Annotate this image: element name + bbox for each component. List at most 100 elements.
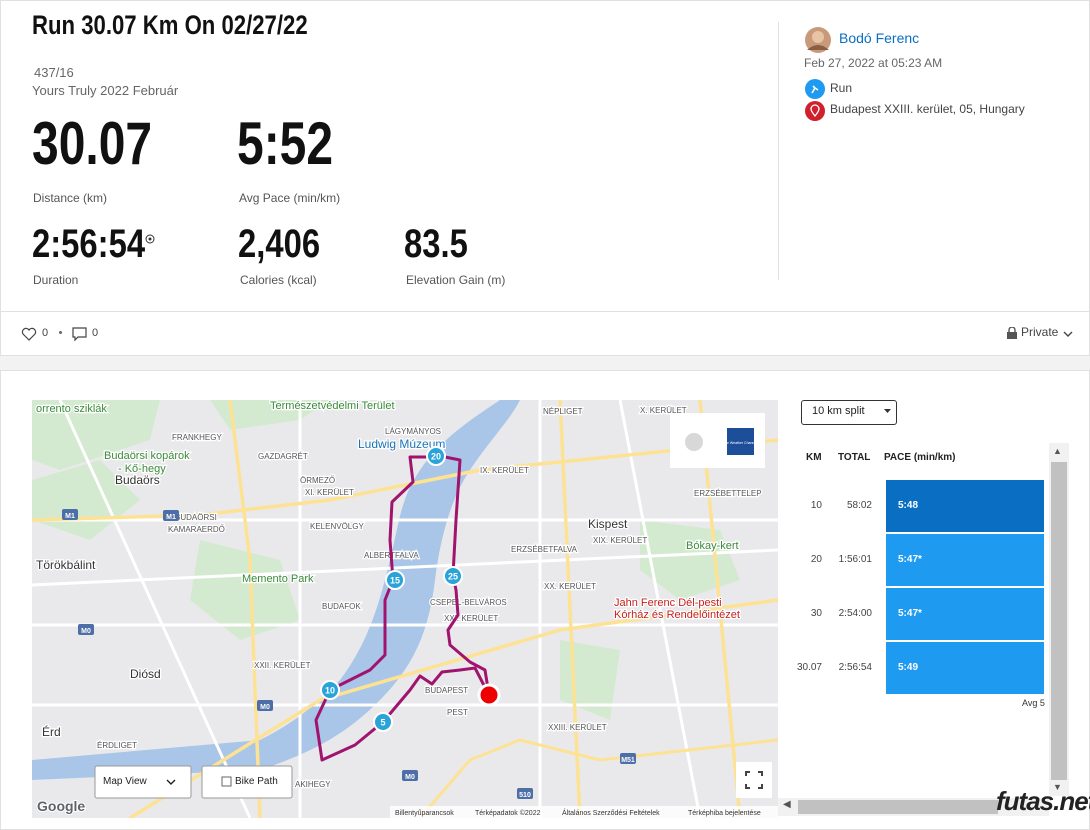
map-label: X. KERÜLET — [640, 406, 687, 415]
google-logo: Google — [37, 798, 85, 814]
map-label: Budaörs — [115, 473, 160, 487]
split-km: 30.07 — [796, 662, 822, 673]
bike-path-label: Bike Path — [235, 776, 278, 787]
split-pace: 5:47* — [898, 608, 922, 619]
map-label: XX. KERÜLET — [544, 582, 596, 591]
road-shield — [402, 770, 418, 781]
split-selector-label: 10 km split — [812, 405, 865, 417]
split-total: 2:54:00 — [838, 608, 872, 619]
split-selector[interactable] — [801, 400, 897, 425]
split-total: 1:56:01 — [838, 554, 872, 565]
route-id: 437/16 — [34, 65, 74, 80]
avatar[interactable] — [804, 26, 832, 54]
map-footer — [390, 806, 778, 818]
like-icon[interactable] — [21, 326, 37, 342]
map-label: XI. KERÜLET — [305, 488, 354, 497]
stat-value: 83.5 — [404, 222, 468, 266]
fullscreen-icon — [745, 771, 763, 789]
road-shield-label: M0 — [405, 774, 415, 781]
split-bar: 5:49 — [886, 642, 1044, 694]
map-label: KAMARAERDŐ — [168, 525, 225, 534]
split-km: 30 — [810, 608, 822, 619]
scroll-thumb[interactable] — [1051, 462, 1067, 780]
split-bar: 5:47* — [886, 588, 1044, 640]
split-marker — [373, 712, 393, 732]
weather-logo — [727, 428, 754, 455]
scroll-left[interactable]: ◀ — [783, 799, 791, 810]
split-marker — [320, 680, 340, 700]
map-label: ÉRDLIGET — [97, 741, 137, 750]
lock-icon — [1007, 327, 1017, 339]
map-footer-link: Billentyűparancsok — [395, 810, 454, 817]
caret — [884, 409, 891, 413]
run-icon — [805, 79, 825, 99]
stat-label: Avg Pace (min/km) — [239, 191, 341, 205]
map-label: XIX. KERÜLET — [593, 536, 647, 545]
map-label: Bókay-kert — [686, 540, 739, 552]
like-count: 0 — [42, 327, 49, 339]
bike-path-checkbox — [221, 776, 232, 787]
stat-value: 5:52 — [237, 110, 334, 177]
activity: Run — [830, 81, 853, 95]
split-marker — [385, 570, 405, 590]
title: Run 30.07 Km On 02/27/22 — [32, 10, 308, 40]
map-label: XXIII. KERÜLET — [548, 723, 607, 732]
location-icon — [805, 101, 825, 121]
fullscreen-button[interactable] — [736, 762, 772, 798]
road-shield-label: M0 — [260, 704, 270, 711]
privacy[interactable]: Private — [1021, 325, 1059, 339]
map-label: Ludwig Múzeum — [358, 437, 445, 451]
comment-icon[interactable] — [71, 326, 88, 342]
map-label: PEST — [447, 708, 468, 717]
split-marker — [443, 566, 463, 586]
map-label: IX. KERÜLET — [480, 466, 529, 475]
scroll-down[interactable]: ▼ — [1053, 782, 1062, 792]
map-label: Budaörsi kopárok — [104, 450, 190, 462]
map-label: - Kő-hegy — [118, 463, 166, 475]
map-label: Természetvédelmi Terület — [270, 400, 395, 412]
map-view-control[interactable] — [94, 765, 192, 799]
split-bar: 5:47* — [886, 534, 1044, 586]
user-name[interactable]: Bodó Ferenc — [839, 30, 920, 46]
split-pace: 5:49 — [898, 662, 919, 673]
map-label: Érd — [42, 724, 61, 739]
split-marker-label: 5 — [380, 718, 385, 728]
map-label: NÉPLIGET — [543, 407, 583, 416]
bike-path-control[interactable] — [201, 765, 293, 799]
road-shield-label: M0 — [81, 628, 91, 635]
datetime: Feb 27, 2022 at 05:23 AM — [804, 56, 943, 70]
map-label: ERZSÉBETTELEP — [694, 489, 762, 498]
info-icon[interactable] — [144, 233, 156, 245]
map-label: Törökbálint — [36, 558, 96, 572]
map-label: LÁGYMÁNYOS — [385, 427, 441, 436]
split-total: 58:02 — [846, 500, 872, 511]
map-label: ERZSÉBETFALVA — [511, 545, 578, 554]
h-scroll-thumb[interactable] — [798, 800, 998, 814]
map[interactable]: orrento sziklák Természetvédelmi Terület L… — [32, 400, 778, 818]
route-name: Yours Truly 2022 Február — [32, 83, 179, 98]
divider — [0, 311, 1090, 312]
road-shield — [517, 788, 533, 799]
split-marker-label: 15 — [390, 576, 400, 586]
map-label: GAZDAGRÉT — [258, 452, 308, 461]
map-label: Diósd — [130, 667, 161, 681]
stat-value: 30.07 — [32, 110, 153, 177]
column-header: KM — [806, 452, 822, 463]
map-label: BUDAÖRSI — [175, 513, 217, 522]
chevron[interactable] — [1063, 330, 1073, 338]
split-marker-label: 20 — [431, 452, 441, 462]
watermark: futas.net — [996, 786, 1090, 816]
road-shield-label: M51 — [621, 757, 635, 764]
road-shield — [163, 510, 179, 521]
scroll-up[interactable]: ▲ — [1053, 446, 1062, 456]
map-label: Kispest — [588, 517, 628, 531]
activity-card — [0, 0, 1090, 356]
map-label: XXI. KERÜLET — [444, 614, 498, 623]
split-bar: 5:48 — [886, 480, 1044, 532]
map-label: BUDAPEST — [425, 686, 468, 695]
map-footer-link: Térképadatok ©2022 — [475, 809, 541, 817]
road-shield — [620, 753, 636, 764]
map-label: KELENVÖLGY — [310, 522, 364, 531]
road-shield — [62, 509, 78, 520]
